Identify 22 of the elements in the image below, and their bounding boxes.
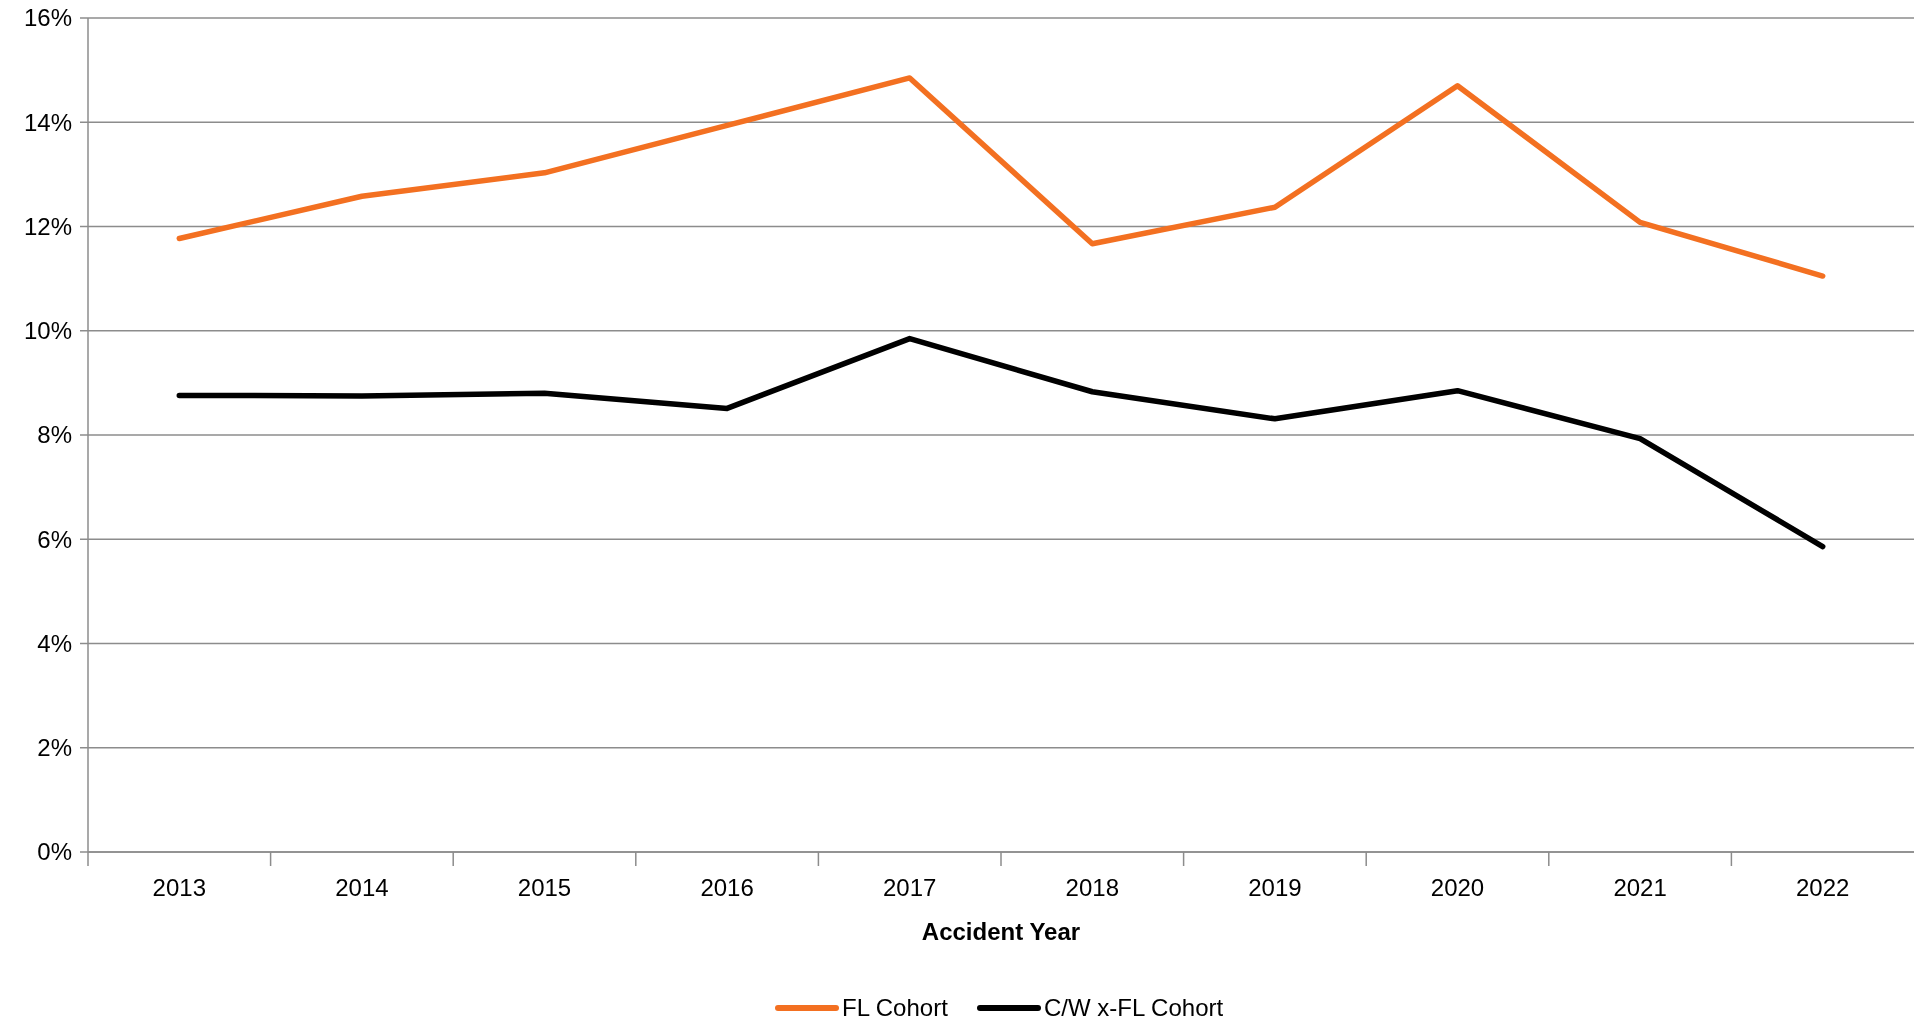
x-tick-label: 2016 — [700, 874, 754, 902]
y-tick-label: 6% — [37, 525, 72, 553]
y-tick-label: 16% — [23, 4, 72, 32]
y-tick-label: 0% — [37, 838, 72, 866]
y-tick-label: 14% — [23, 108, 72, 136]
y-tick-label: 8% — [37, 421, 72, 449]
y-tick-label: 12% — [23, 212, 72, 240]
y-tick-label: 2% — [37, 734, 72, 762]
x-tick-label: 2022 — [1796, 874, 1850, 902]
x-tick-label: 2021 — [1613, 874, 1667, 902]
x-tick-label: 2013 — [152, 874, 206, 902]
x-tick-label: 2017 — [883, 874, 937, 902]
y-tick-label: 4% — [37, 629, 72, 657]
y-tick-label: 10% — [23, 317, 72, 345]
x-tick-label: 2015 — [517, 874, 572, 902]
x-axis-title: Accident Year — [921, 918, 1081, 946]
x-tick-label: 2018 — [1065, 874, 1119, 902]
x-tick-label: 2020 — [1430, 874, 1485, 902]
legend-label: FL Cohort — [842, 994, 949, 1022]
legend-label: C/W x-FL Cohort — [1044, 994, 1224, 1022]
x-tick-label: 2019 — [1248, 874, 1302, 902]
x-tick-label: 2014 — [335, 874, 389, 902]
